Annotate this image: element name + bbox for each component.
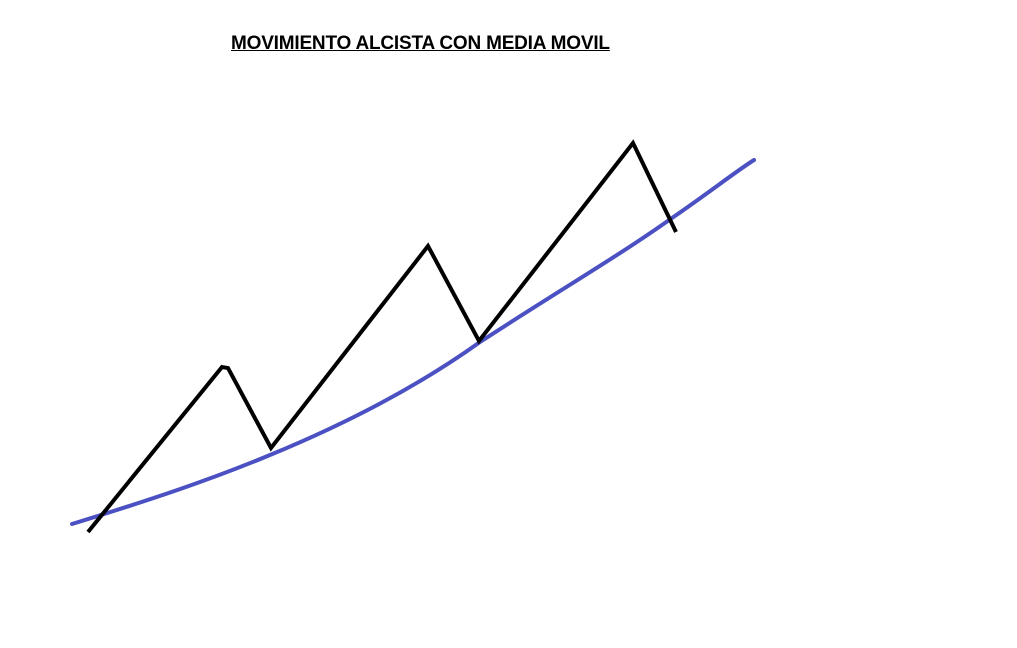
moving-average-curve xyxy=(70,158,756,526)
diagram-title: MOVIMIENTO ALCISTA CON MEDIA MOVIL xyxy=(231,33,610,54)
price-zigzag-line xyxy=(86,139,678,534)
